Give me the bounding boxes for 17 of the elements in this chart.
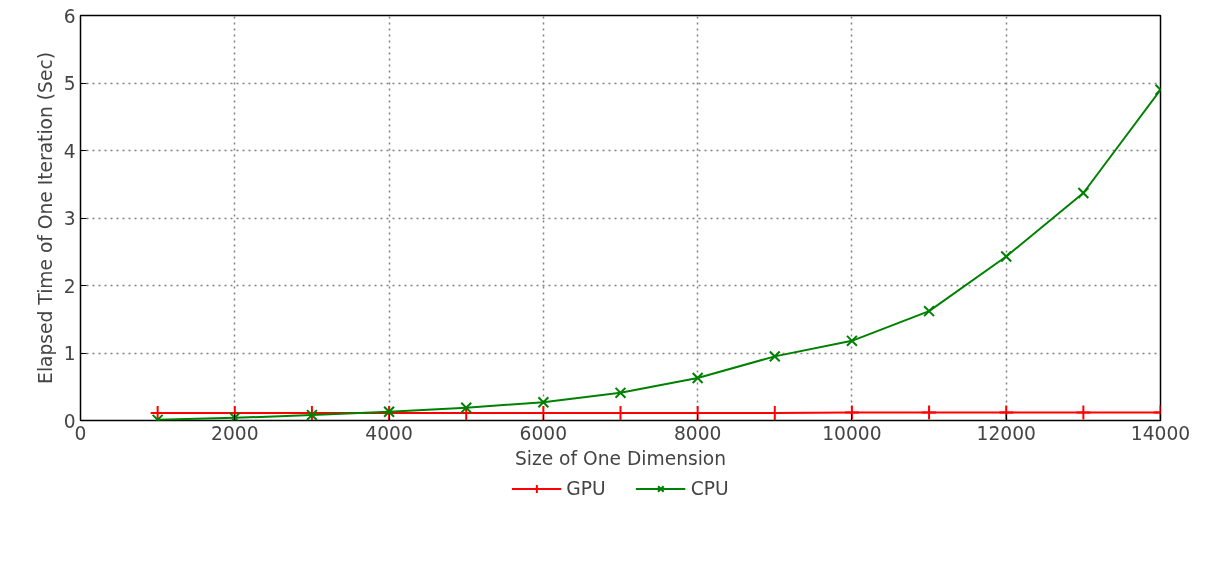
y-tick-label: 6 [63,5,76,27]
x-tick-label: 6000 [519,422,568,444]
x-tick-label: 4000 [365,422,413,444]
y-axis-title: Elapsed Time of One Iteration (Sec) [34,52,56,384]
legend-label: CPU [690,477,729,499]
x-tick-label: 2000 [211,422,259,444]
x-tick-label: 8000 [673,422,722,444]
y-tick-label: 3 [63,208,76,229]
y-tick-label: 1 [63,343,76,364]
legend-label: GPU [566,477,606,499]
x-tick-label: 10000 [822,422,882,444]
y-tick-label: 2 [63,275,76,297]
x-tick-label: 14000 [1130,422,1191,444]
y-tick-label: 5 [63,73,76,94]
x-tick-label: 12000 [976,422,1036,444]
x-axis-title: Size of One Dimension [514,447,727,469]
y-tick-label: 4 [63,140,76,162]
